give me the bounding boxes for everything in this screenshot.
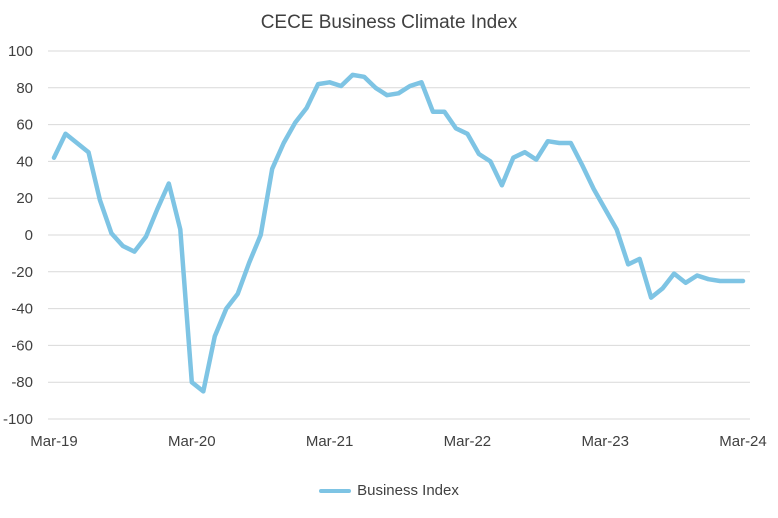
data-point xyxy=(247,261,251,265)
data-point xyxy=(385,93,389,97)
y-tick-label: 40 xyxy=(16,153,33,170)
data-point xyxy=(741,279,745,283)
x-tick-label: Mar-22 xyxy=(444,433,492,450)
data-point xyxy=(672,272,676,276)
x-tick-label: Mar-20 xyxy=(168,433,216,450)
y-tick-label: 20 xyxy=(16,190,33,207)
data-point xyxy=(362,75,366,79)
y-tick-label: -20 xyxy=(11,264,33,281)
data-point xyxy=(98,198,102,202)
data-point xyxy=(236,292,240,296)
data-point xyxy=(557,141,561,145)
data-point xyxy=(638,257,642,261)
y-tick-label: 0 xyxy=(25,227,33,244)
y-tick-label: 100 xyxy=(8,43,33,60)
data-point xyxy=(534,158,538,162)
y-tick-label: -80 xyxy=(11,374,33,391)
data-point xyxy=(431,110,435,114)
data-point xyxy=(155,207,159,211)
y-tick-label: -40 xyxy=(11,301,33,318)
data-point xyxy=(144,235,148,239)
data-point xyxy=(718,279,722,283)
data-point xyxy=(419,80,423,84)
data-point xyxy=(305,106,309,110)
chart-title: CECE Business Climate Index xyxy=(260,12,518,33)
data-point xyxy=(695,273,699,277)
data-point xyxy=(442,110,446,114)
data-point xyxy=(167,181,171,185)
data-point xyxy=(282,141,286,145)
data-point xyxy=(328,80,332,84)
data-point xyxy=(201,389,205,393)
data-point xyxy=(121,244,125,248)
data-point xyxy=(224,307,228,311)
data-point xyxy=(316,82,320,86)
data-point xyxy=(488,159,492,163)
data-point xyxy=(374,86,378,90)
data-point xyxy=(523,150,527,154)
data-point xyxy=(592,187,596,191)
data-point xyxy=(52,156,56,160)
x-tick-label: Mar-23 xyxy=(581,433,629,450)
data-point xyxy=(293,121,297,125)
data-point xyxy=(132,250,136,254)
data-point xyxy=(86,150,90,154)
data-point xyxy=(730,279,734,283)
data-point xyxy=(707,277,711,281)
data-point xyxy=(477,152,481,156)
data-point xyxy=(546,139,550,143)
data-point xyxy=(178,227,182,231)
data-point xyxy=(75,141,79,145)
x-tick-label: Mar-19 xyxy=(30,433,78,450)
data-point xyxy=(351,73,355,77)
data-point xyxy=(213,334,217,338)
data-point xyxy=(580,163,584,167)
data-point xyxy=(270,167,274,171)
data-point xyxy=(569,141,573,145)
data-point xyxy=(661,286,665,290)
data-point xyxy=(649,296,653,300)
data-point xyxy=(465,132,469,136)
data-point xyxy=(500,183,504,187)
y-tick-label: -100 xyxy=(3,411,33,428)
data-point xyxy=(339,84,343,88)
data-point xyxy=(603,207,607,211)
data-point xyxy=(397,91,401,95)
data-point xyxy=(454,126,458,130)
legend-label: Business Index xyxy=(357,482,459,499)
legend: Business Index xyxy=(0,482,778,499)
data-point xyxy=(63,132,67,136)
data-point xyxy=(626,262,630,266)
y-tick-label: 60 xyxy=(16,117,33,134)
data-point xyxy=(615,227,619,231)
legend-swatch xyxy=(319,488,352,493)
x-tick-label: Mar-24 xyxy=(719,433,767,450)
data-point xyxy=(259,233,263,237)
series-line-business-index xyxy=(51,72,746,394)
data-point xyxy=(684,281,688,285)
y-tick-label: 80 xyxy=(16,80,33,97)
y-tick-label: -60 xyxy=(11,337,33,354)
data-point xyxy=(109,231,113,235)
x-tick-label: Mar-21 xyxy=(306,433,354,450)
data-point xyxy=(408,84,412,88)
data-point xyxy=(190,380,194,384)
data-point xyxy=(511,156,515,160)
